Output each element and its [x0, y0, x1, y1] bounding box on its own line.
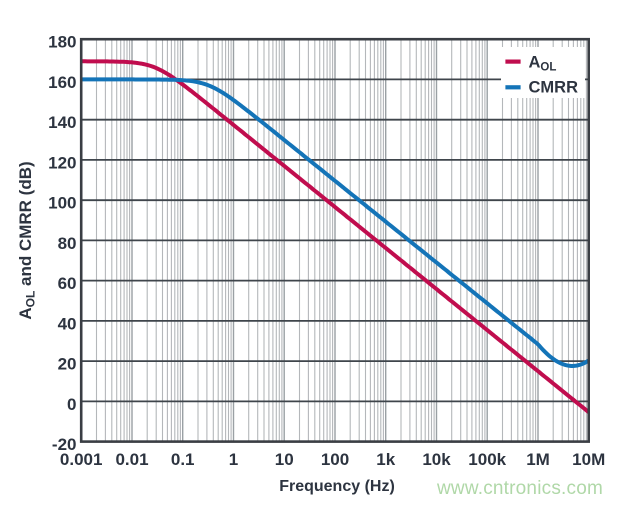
svg-text:80: 80	[58, 234, 77, 253]
svg-text:100k: 100k	[468, 450, 506, 469]
svg-text:1M: 1M	[526, 450, 550, 469]
svg-text:180: 180	[48, 33, 76, 52]
svg-text:www.cntronics.com: www.cntronics.com	[436, 478, 603, 499]
svg-text:10: 10	[275, 450, 294, 469]
svg-text:10M: 10M	[572, 450, 605, 469]
svg-text:140: 140	[48, 113, 76, 132]
svg-text:10k: 10k	[422, 450, 451, 469]
svg-text:20: 20	[58, 355, 77, 374]
svg-text:1k: 1k	[376, 450, 395, 469]
svg-text:Frequency (Hz): Frequency (Hz)	[279, 478, 395, 495]
svg-text:100: 100	[48, 194, 76, 213]
svg-text:AOL and CMRR (dB): AOL and CMRR (dB)	[16, 161, 37, 319]
svg-text:40: 40	[58, 314, 77, 333]
svg-text:120: 120	[48, 153, 76, 172]
svg-text:0: 0	[67, 395, 76, 414]
svg-text:CMRR: CMRR	[529, 79, 579, 97]
svg-text:60: 60	[58, 274, 77, 293]
svg-text:0.01: 0.01	[115, 450, 148, 469]
svg-text:100: 100	[321, 450, 349, 469]
svg-text:0.001: 0.001	[60, 450, 103, 469]
svg-text:0.1: 0.1	[171, 450, 195, 469]
svg-text:-20: -20	[52, 435, 77, 454]
svg-text:1: 1	[229, 450, 238, 469]
svg-text:160: 160	[48, 73, 76, 92]
